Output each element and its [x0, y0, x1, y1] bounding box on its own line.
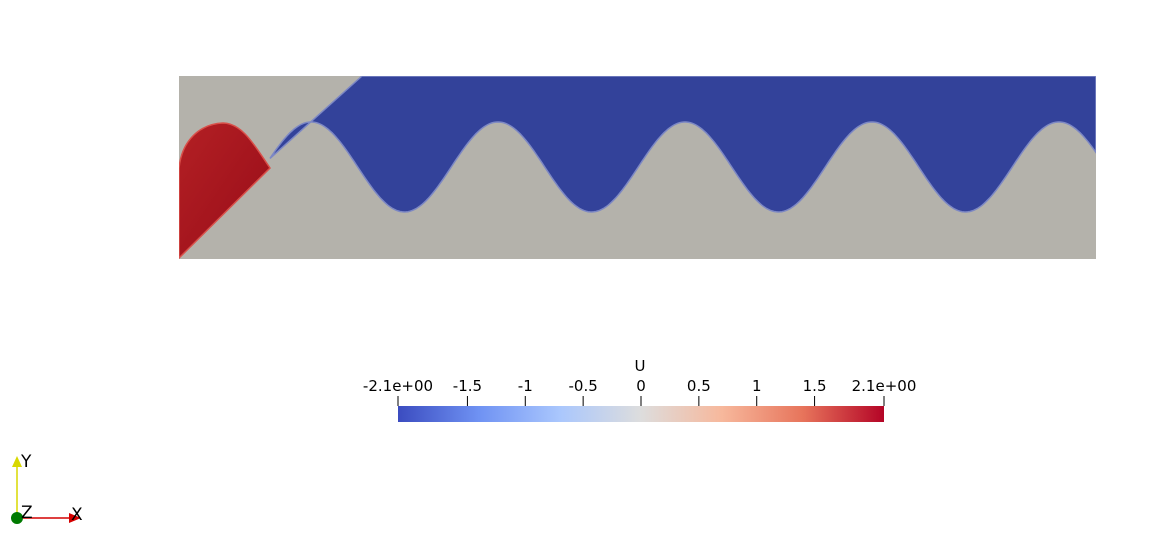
y-axis-arrowhead: [12, 456, 22, 467]
scalar-bar-tick-label: -1.5: [453, 377, 482, 395]
scalar-bar-tick-labels: -2.1e+00 -1.5 -1 -0.5 0 0.5 1 1.5 2.1e+00: [363, 377, 916, 395]
scalar-bar-gradient: [398, 406, 884, 422]
y-axis-label: Y: [20, 452, 32, 472]
scalar-bar-tick-label: 0: [636, 377, 646, 395]
x-axis-arrowhead: [69, 513, 81, 523]
scalar-bar: U -2.1e+00 -1.5 -1 -0.5 0 0.5 1 1.5 2.1e+00: [363, 357, 916, 422]
simulation-domain: [179, 76, 1096, 259]
x-axis-label: X: [71, 505, 83, 525]
scalar-bar-tick-label: 1: [752, 377, 762, 395]
scalar-bar-tick-label: 0.5: [687, 377, 711, 395]
scalar-bar-tick-label: 2.1e+00: [852, 377, 917, 395]
orientation-axes[interactable]: Y X Z: [11, 452, 83, 525]
z-axis-marker: [11, 512, 23, 524]
scalar-bar-tick-label: 1.5: [803, 377, 827, 395]
scalar-bar-tick-label: -0.5: [569, 377, 598, 395]
scalar-bar-ticks: [397, 396, 885, 406]
z-axis-label: Z: [21, 503, 33, 523]
positive-velocity-region: [179, 122, 271, 259]
scalar-bar-title: U: [635, 357, 646, 375]
scalar-bar-tick-label: -1: [518, 377, 533, 395]
negative-velocity-region: [269, 76, 1096, 213]
scalar-bar-tick-label: -2.1e+00: [363, 377, 433, 395]
